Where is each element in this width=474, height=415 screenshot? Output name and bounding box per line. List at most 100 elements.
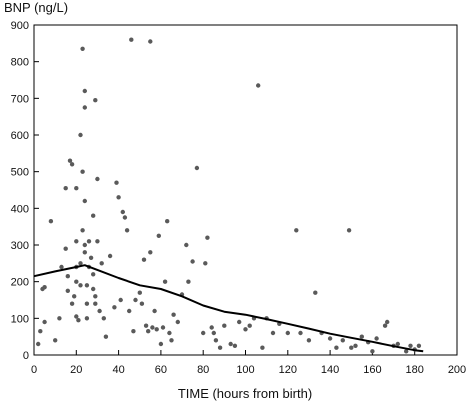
data-point <box>162 279 168 284</box>
data-point <box>374 336 379 341</box>
y-tick-label: 600 <box>11 130 29 142</box>
y-tick-label: 500 <box>11 167 29 179</box>
x-tick-label: 20 <box>70 364 82 376</box>
y-tick-label: 0 <box>23 350 29 362</box>
data-point <box>232 343 238 348</box>
data-point <box>78 132 83 138</box>
x-axis-title: TIME (hours from birth) <box>178 386 312 401</box>
data-point <box>184 242 189 248</box>
data-point <box>72 294 77 299</box>
data-point <box>416 343 422 348</box>
data-point <box>91 272 96 277</box>
data-point <box>82 250 88 255</box>
data-point <box>69 162 75 167</box>
data-point <box>65 288 71 293</box>
data-point <box>222 323 227 328</box>
x-tick-label: 120 <box>279 364 297 376</box>
data-point <box>93 98 98 103</box>
data-point <box>91 213 96 218</box>
y-axis: 0 100 200 300 400 500 600 700 800 900 <box>11 20 39 362</box>
data-point <box>370 349 375 354</box>
data-point <box>57 316 62 321</box>
data-point <box>131 329 136 334</box>
data-point <box>80 228 85 233</box>
data-point <box>190 259 195 264</box>
data-point <box>306 338 312 343</box>
data-point <box>101 316 107 321</box>
x-tick-label: 160 <box>363 364 381 376</box>
data-point <box>213 338 219 343</box>
data-point <box>408 343 413 348</box>
x-tick-label: 100 <box>236 364 254 376</box>
x-axis: 0 20 40 60 80 100 120 140 160 180 200 <box>31 350 466 376</box>
data-point <box>148 39 153 44</box>
data-point <box>148 250 153 255</box>
data-point <box>99 261 104 266</box>
data-point <box>165 219 170 224</box>
data-point <box>382 323 388 328</box>
data-point <box>120 209 126 215</box>
data-point <box>359 334 364 339</box>
data-point <box>82 242 88 248</box>
data-point <box>42 319 47 325</box>
data-point <box>146 329 151 334</box>
data-point <box>69 301 75 306</box>
data-point <box>133 297 138 303</box>
data-point <box>80 169 85 174</box>
data-point <box>186 279 191 284</box>
data-point <box>156 233 161 238</box>
data-point <box>346 228 352 233</box>
data-point <box>82 105 88 110</box>
y-tick-label: 900 <box>11 20 29 32</box>
data-point <box>209 325 214 330</box>
data-point <box>349 345 354 350</box>
x-tick-label: 40 <box>112 364 124 376</box>
data-point <box>127 308 132 314</box>
data-point <box>74 239 79 244</box>
x-tick-label: 180 <box>406 364 424 376</box>
data-point <box>327 336 333 341</box>
data-point <box>313 290 318 295</box>
data-point <box>86 239 92 244</box>
data-point <box>82 88 88 94</box>
data-point <box>42 285 47 290</box>
data-point <box>201 330 206 336</box>
data-point <box>285 330 290 336</box>
data-point <box>334 345 339 350</box>
data-point <box>217 345 223 350</box>
data-point <box>247 323 252 328</box>
data-point <box>93 294 98 299</box>
data-point <box>143 323 149 328</box>
data-point <box>88 255 94 260</box>
data-point <box>48 219 54 224</box>
data-point <box>385 319 390 325</box>
data-point <box>353 343 358 348</box>
data-point <box>139 301 145 306</box>
data-point <box>97 308 102 314</box>
data-point <box>67 158 73 163</box>
data-point <box>260 345 265 350</box>
data-point <box>84 283 90 288</box>
data-point <box>103 334 109 339</box>
x-tick-label: 60 <box>155 364 167 376</box>
data-point <box>74 279 79 284</box>
y-tick-label: 700 <box>11 93 29 105</box>
x-tick-label: 200 <box>448 364 466 376</box>
data-point <box>53 338 58 343</box>
data-point <box>167 330 172 336</box>
data-point <box>171 312 176 317</box>
x-tick-label: 80 <box>197 364 209 376</box>
data-point <box>95 239 100 244</box>
data-point <box>122 215 128 220</box>
data-point <box>340 338 345 343</box>
data-point <box>107 253 113 259</box>
data-point <box>256 83 261 88</box>
data-point <box>152 308 157 314</box>
plot-frame <box>33 24 458 356</box>
y-tick-label: 400 <box>11 203 29 215</box>
data-point <box>205 235 210 240</box>
data-point <box>404 349 409 354</box>
data-point <box>203 261 208 266</box>
data-point <box>395 341 400 347</box>
data-point <box>74 186 79 191</box>
